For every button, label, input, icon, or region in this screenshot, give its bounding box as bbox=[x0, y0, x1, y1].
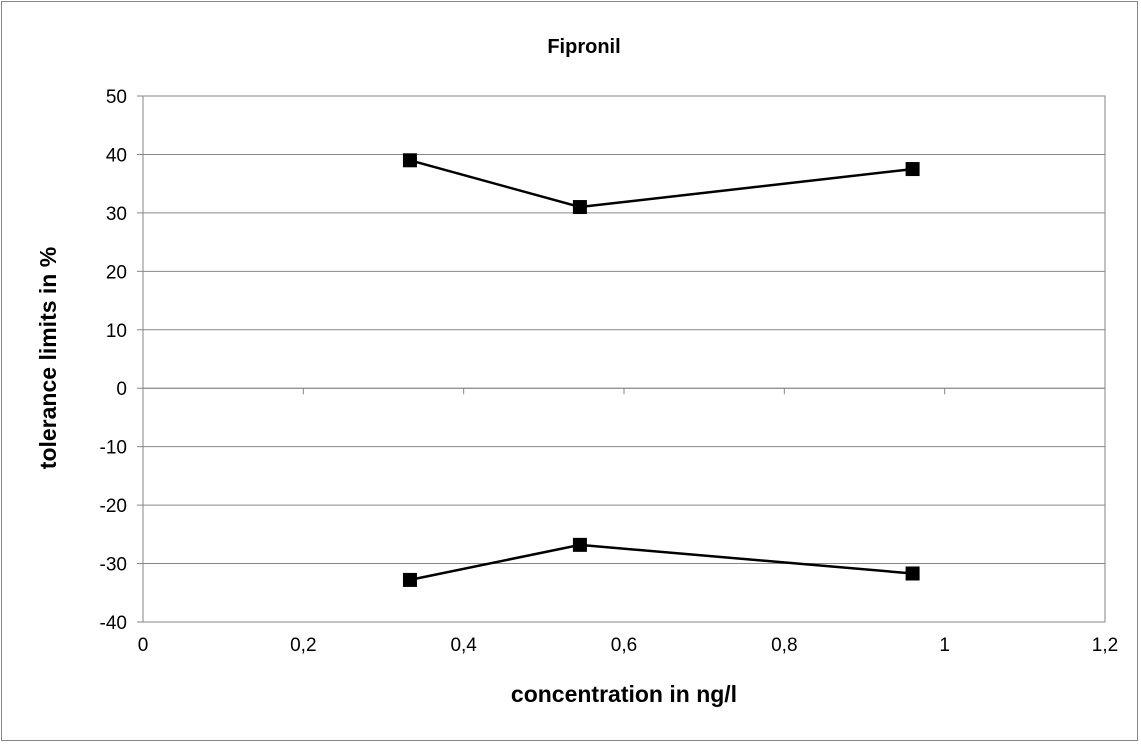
y-axis-label: tolerance limits in % bbox=[35, 247, 61, 469]
series-layer bbox=[402, 153, 920, 587]
y-tick-label: -20 bbox=[100, 496, 127, 517]
data-point-marker bbox=[402, 153, 417, 168]
y-axis-ticks: 50 40 30 20 10 0 -10 -20 -30 -40 bbox=[100, 87, 143, 634]
y-tick-label: 20 bbox=[106, 262, 127, 283]
data-point-marker bbox=[905, 566, 920, 581]
data-point-marker bbox=[905, 162, 920, 177]
x-tick-label: 0,6 bbox=[611, 635, 637, 656]
y-tick-label: 10 bbox=[106, 321, 127, 342]
x-axis-label: concentration in ng/l bbox=[511, 681, 737, 707]
x-tick-label: 0,8 bbox=[771, 635, 797, 656]
x-tick-label: 1,2 bbox=[1092, 635, 1118, 656]
x-tick-label: 0,2 bbox=[290, 635, 316, 656]
data-point-marker bbox=[402, 572, 417, 587]
x-axis-ticks: 0 0,2 0,4 0,6 0,8 1 1,2 bbox=[138, 388, 1118, 656]
x-tick-label: 1 bbox=[939, 635, 950, 656]
chart-title: Fipronil bbox=[547, 36, 620, 58]
series-line bbox=[409, 159, 913, 209]
plot-area bbox=[142, 95, 1106, 623]
y-tick-label: -10 bbox=[100, 438, 127, 459]
data-point-marker bbox=[572, 200, 587, 215]
series-line bbox=[409, 543, 913, 582]
x-tick-label: 0 bbox=[138, 635, 149, 656]
y-tick-label: -30 bbox=[100, 555, 127, 576]
series-lower-limit bbox=[402, 537, 920, 587]
gridlines bbox=[143, 95, 1105, 623]
series-upper-limit bbox=[402, 153, 920, 215]
y-tick-label: 30 bbox=[106, 204, 127, 225]
x-tick-label: 0,4 bbox=[450, 635, 477, 656]
y-tick-label: -40 bbox=[100, 613, 127, 634]
y-tick-label: 40 bbox=[106, 145, 127, 166]
data-point-marker bbox=[572, 537, 587, 552]
y-tick-label: 0 bbox=[116, 379, 127, 400]
y-tick-label: 50 bbox=[106, 87, 127, 108]
